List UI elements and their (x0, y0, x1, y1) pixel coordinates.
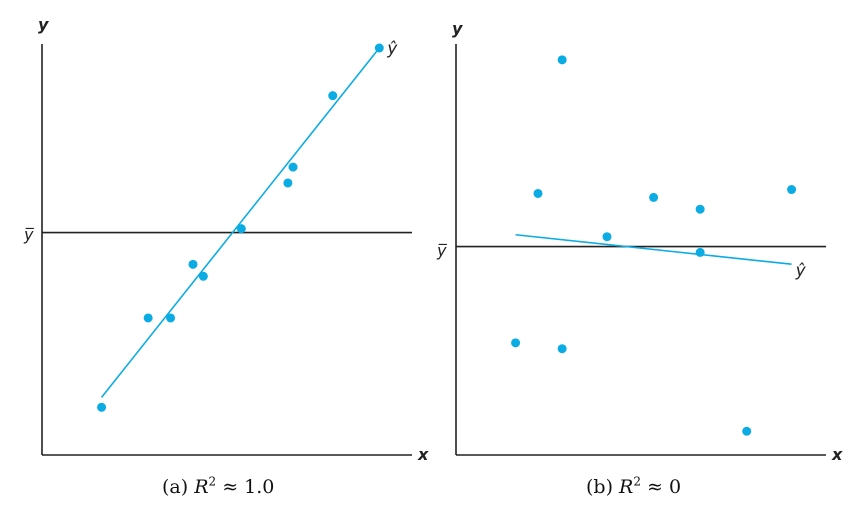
panel-b-fit-label: ŷ (795, 261, 807, 281)
panel-b-caption-r: R (619, 476, 634, 498)
panel-b-point-1 (511, 338, 521, 348)
panel-a-x-axis-label: x (417, 445, 429, 464)
panel-a: y x y̅ ŷ (23, 15, 429, 464)
panel-b-point-9 (742, 426, 752, 436)
panel-b-point-7 (695, 204, 705, 214)
panel-b-point-5 (602, 232, 612, 242)
panel-a-point-2 (143, 313, 153, 323)
panel-b-point-10 (787, 185, 797, 195)
panel-a-point-1 (97, 402, 107, 412)
panel-b-y-axis-label: y (452, 19, 463, 38)
panel-b-caption-rest: ≈ 0 (640, 476, 682, 498)
panel-a-point-9 (328, 91, 338, 101)
panel-a-point-3 (166, 313, 176, 323)
panel-a-caption-prefix: (a) (162, 476, 195, 498)
panel-a-point-10 (374, 43, 384, 53)
panel-b-point-4 (557, 344, 567, 354)
panel-b-point-8 (695, 247, 705, 257)
panel-b-fit-line (515, 233, 792, 266)
panel-a-point-4 (188, 259, 198, 269)
panel-b-x-axis-label: x (831, 445, 843, 464)
panel-b-point-3 (557, 55, 567, 65)
panel-b-caption: (b) R2 ≈ 0 (586, 476, 681, 498)
panel-a-point-5 (198, 271, 208, 281)
panel-a-point-7 (283, 178, 293, 188)
panel-a-point-8 (288, 162, 298, 172)
panel-b-point-6 (649, 192, 659, 202)
panel-a-mean-label: y̅ (23, 225, 35, 244)
panel-a-point-6 (236, 224, 246, 234)
panel-b-caption-exp: 2 (633, 474, 641, 489)
panel-a-y-axis-label: y (38, 15, 49, 34)
panel-a-caption: (a) R2 ≈ 1.0 (162, 476, 274, 498)
panel-a-caption-exp: 2 (208, 474, 217, 489)
panel-a-caption-rest: ≈ 1.0 (216, 476, 275, 498)
panel-b: y x y̅ ŷ (436, 19, 843, 464)
panel-b-point-2 (533, 188, 543, 198)
panel-b-caption-prefix: (b) (586, 476, 620, 498)
panel-a-fit-label: ŷ (386, 39, 398, 59)
panel-a-fit-line (100, 47, 380, 398)
panel-b-mean-label: y̅ (436, 241, 448, 260)
panel-a-caption-r: R (194, 476, 209, 498)
